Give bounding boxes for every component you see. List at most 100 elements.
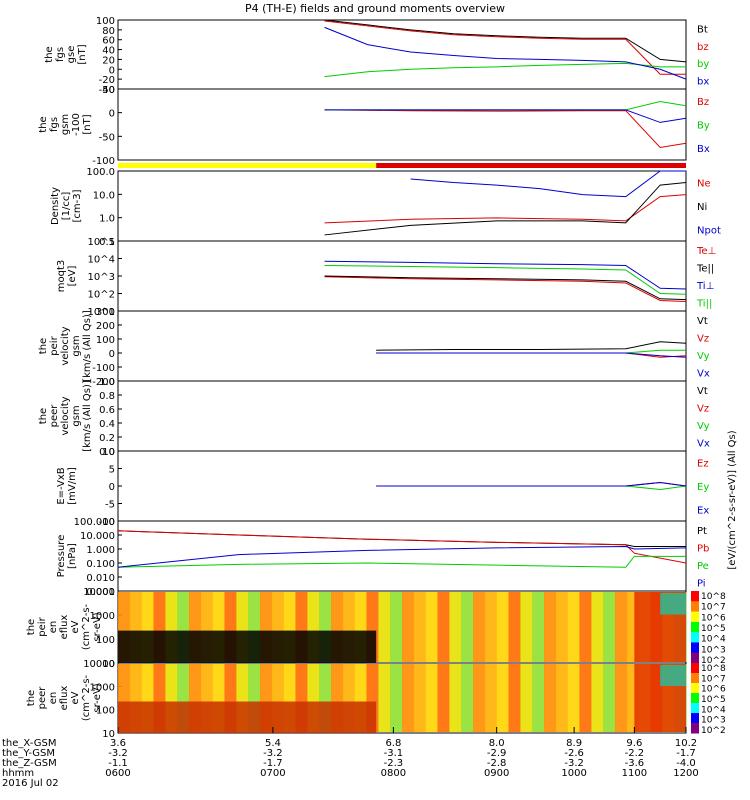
xaxis-value: -2.8 [487,758,507,769]
ytick-efield: -10 [99,517,115,528]
ytick-peir_vel: -200 [92,377,115,388]
ytick-pressure: 10.000 [80,531,115,542]
spectrogram-cell [449,592,462,662]
spectrogram-cell [579,664,592,732]
series-pressure-Pb [117,530,687,564]
panel-frame-temp [117,240,687,312]
ylabel-peer_spec: (cm^2-s- [81,674,92,721]
xaxis-value: 1100 [622,768,647,779]
legend-Ne: Ne [697,179,711,190]
xaxis-value: 6.8 [385,738,401,749]
ylabel-peer_spec: eV [70,691,81,704]
panel-frame-fgs_gsm [117,88,687,161]
xaxis-value: 0600 [105,768,130,779]
series-pressure-Pe [117,555,686,568]
legend-Ti||: Ti|| [696,298,712,309]
ylabel-peer_spec: peer [37,686,48,710]
ylabel-peir_spec: (cm^2-s- [81,603,92,650]
ylabel-temp: moqt3 [56,260,67,293]
colorbar-segment [691,652,699,664]
plot-title: P4 (TH-E) fields and ground moments over… [245,2,505,15]
ytick-efield: -5 [105,500,115,511]
xaxis-value: 0700 [260,768,285,779]
xaxis-row-label: the_X-GSM [2,738,56,749]
legend-Ex: Ex [697,505,709,516]
series-temp-Ti⊥ [324,260,687,290]
spectrogram-cell [413,592,427,662]
panel-frame-pressure [117,520,687,592]
series-density-Npot [410,170,686,198]
xaxis-value: 3.6 [110,738,126,749]
colorbar-tick: 10^2 [701,656,726,666]
ytick-fgs: 60 [102,36,115,47]
colorbar-tick: 10^7 [701,674,726,684]
spectrogram-band [660,665,686,686]
colorbar-tick: 10^4 [701,635,726,645]
ytick-efield: 5 [109,465,115,476]
spectrogram-cell [402,592,415,662]
xaxis-value: -2.6 [564,748,584,759]
spectrogram-cell [437,592,450,662]
ylabel-fgs: gse [66,46,77,64]
ytick-density: 100.0 [86,167,115,178]
spectrogram-cell [473,664,486,732]
spectrogram-cell [461,592,474,662]
colorbar-tick: 10^5 [701,695,726,705]
ytick-fgs: 20 [102,55,115,66]
ytick-peir_spec: 10000 [83,587,115,598]
ylabel-peir_spec: the [26,619,37,635]
ylabel-peir_spec: eflux [59,615,70,640]
ylabel-density: Density [50,187,61,225]
ytick-temp: 10^2 [88,290,115,301]
ylabel-peer_vel: velocity [60,396,71,435]
spectrogram-cell [390,664,403,732]
ytick-pressure: 0.100 [86,559,115,570]
colorbar-tick: 10^7 [701,603,726,613]
series-fgs_gsm-By [324,101,687,111]
ylabel-density: [1/cc] [61,192,72,221]
legend-Ni: Ni [697,202,707,213]
xaxis-value: -1.7 [263,758,283,769]
ylabel-peer_spec: en [48,692,59,705]
xaxis-value: -2.9 [487,748,507,759]
spectrogram-cell [508,592,521,662]
ytick-efield: 10 [102,447,115,458]
spectrogram-lowband [118,701,377,733]
legend-Npot: Npot [697,225,721,236]
series-pressure-Pi [117,546,687,568]
xaxis-value: 0800 [381,768,406,779]
ytick-peer_spec: 1000 [90,682,115,693]
spectrogram-cell [473,592,486,662]
spectrogram-cell [615,592,628,662]
ytick-peir_vel: 100 [96,335,115,346]
xaxis-row-label: the_Z-GSM [2,758,57,769]
colorbar-segment [691,632,699,643]
ylabel-fgs_gsm: [nT] [82,114,93,134]
spectrogram-cell [532,664,545,732]
colorbar-segment [691,723,699,734]
colorbar-tick: 10^3 [701,716,726,726]
ylabel-peer_spec: sr-eV) [92,683,103,712]
ytick-fgs_gsm: -50 [99,132,115,143]
spectrogram-cell [402,664,415,732]
series-fgs-bz [324,20,686,75]
panel-frame-peir_vel [117,310,687,382]
ytick-peir_spec: 100 [96,635,115,646]
ylabel-fgs: [nT] [77,44,88,64]
spectrogram-cell [425,664,438,732]
ytick-density: 1.0 [99,214,115,225]
mode-bar-slow [118,163,377,168]
spectrogram-cell [591,592,604,662]
colorbar-tick: 10^5 [701,624,726,634]
series-fgs_gsm-Bz [324,109,687,149]
colorbar-segment [691,713,699,724]
xaxis-value: 5.4 [265,738,281,749]
legend-Ez: Ez [697,459,709,470]
ytick-peer_vel: 0.6 [99,405,115,416]
xaxis-value: 8.0 [489,738,505,749]
ytick-pressure: 0.001 [86,587,115,598]
legend-bz: bz [697,42,709,53]
mode-bar-fast [376,163,686,168]
ytick-peer_spec: 100 [96,706,115,717]
series-temp-Te⊥ [324,276,687,302]
